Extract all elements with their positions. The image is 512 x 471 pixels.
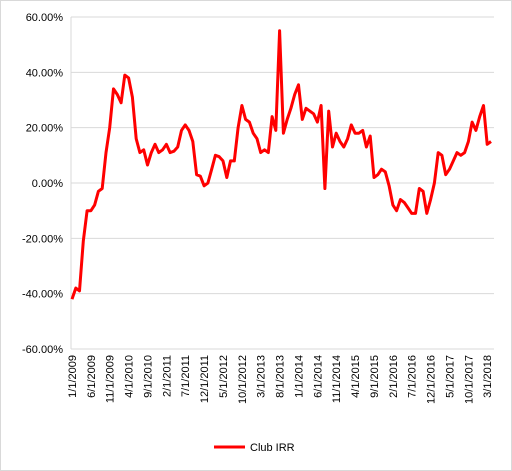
y-axis-tick-labels: 60.00% 40.00% 20.00% 0.00% -20.00% -40.00% -60… [22,12,63,356]
series-line-club-irr [70,29,492,300]
y-tick-label: -40.00% [22,289,63,301]
y-tick-label: -20.00% [22,233,63,245]
x-tick-label: 7/1/2016 [407,355,419,398]
grid-lines [70,16,494,350]
x-tick-label: 5/1/2017 [444,355,456,398]
y-tick-label: 20.00% [26,123,64,135]
y-tick-label: 0.00% [32,178,63,190]
x-tick-label: 6/1/2009 [86,355,98,398]
y-tick-label: -60.00% [22,344,63,356]
legend-label-club-irr: Club IRR [250,442,295,454]
x-tick-label: 9/1/2015 [369,355,381,398]
x-tick-label: 1/1/2009 [67,355,79,398]
x-tick-label: 4/1/2010 [124,355,136,398]
y-tick-label: 40.00% [26,67,64,79]
x-tick-label: 11/1/2014 [331,355,343,403]
x-tick-label: 10/1/2017 [463,355,475,404]
series-layer [70,29,492,300]
x-tick-label: 7/1/2011 [180,355,192,397]
x-tick-label: 1/1/2014 [293,355,305,398]
x-tick-label: 3/1/2018 [482,355,494,398]
x-tick-label: 2/1/2016 [388,355,400,398]
x-tick-label: 10/1/2012 [237,355,249,404]
x-tick-label: 3/1/2013 [256,355,268,398]
x-tick-label: 9/1/2010 [142,355,154,398]
x-tick-label: 6/1/2014 [312,355,324,398]
x-tick-label: 11/1/2009 [105,355,117,403]
x-tick-label: 12/1/2016 [426,355,438,404]
x-tick-label: 8/1/2013 [275,355,287,398]
x-tick-label: 5/1/2012 [218,355,230,398]
x-tick-label: 2/1/2011 [161,355,173,397]
y-tick-label: 60.00% [26,12,64,24]
x-tick-label: 12/1/2011 [199,355,211,403]
legend: Club IRR [214,442,295,454]
x-tick-label: 4/1/2015 [350,355,362,398]
x-axis-tick-labels: 1/1/2009 6/1/2009 11/1/2009 4/1/2010 9/1/201… [67,355,494,404]
